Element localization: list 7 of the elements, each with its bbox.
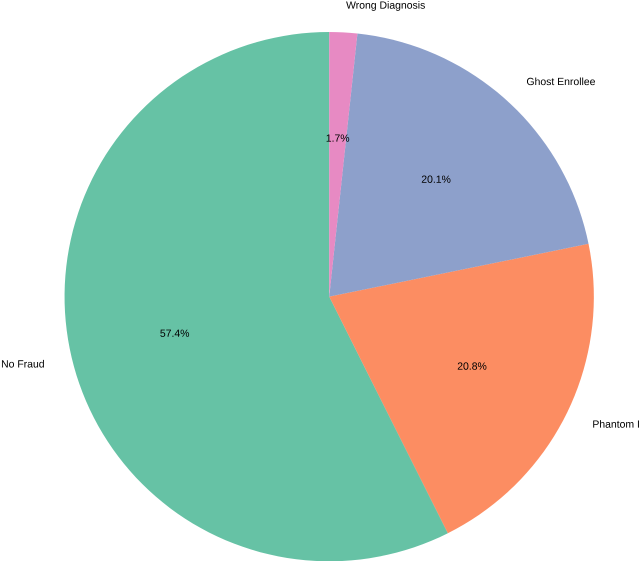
- data-label: 20.1%: [422, 175, 450, 183]
- slice-label: Ghost Enrollee: [526, 77, 595, 86]
- slice-label: Phantom I: [593, 420, 639, 428]
- data-label: 57.4%: [160, 329, 190, 337]
- slice-label: No Fraud: [2, 360, 44, 368]
- slice-label: Wrong Diagnosis: [346, 0, 425, 11]
- data-label: 20.8%: [458, 362, 486, 370]
